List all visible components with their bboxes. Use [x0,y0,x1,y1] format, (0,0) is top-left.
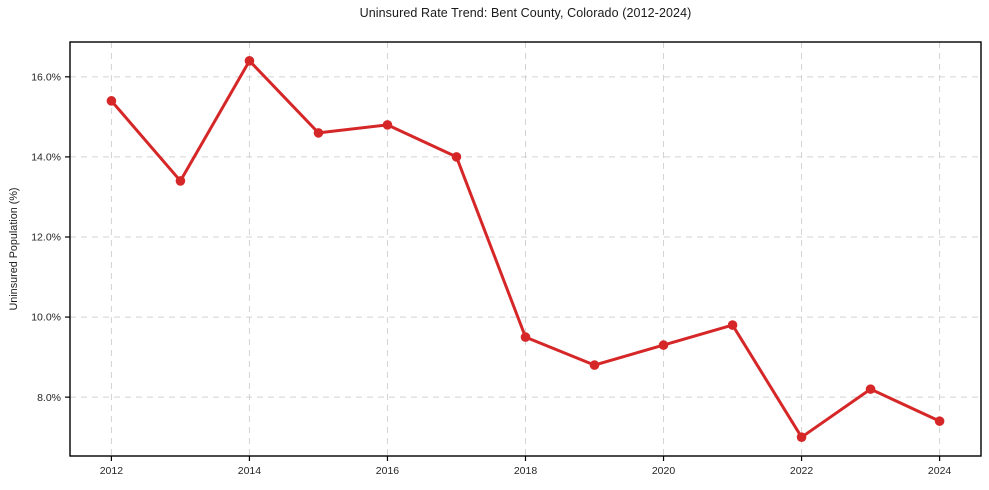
chart-title: Uninsured Rate Trend: Bent County, Color… [359,6,692,20]
y-tick-label: 14.0% [31,152,61,164]
plot-area [70,42,981,456]
data-point [727,320,738,330]
plot-border [69,41,982,457]
data-point [658,340,669,350]
data-point [865,384,876,394]
x-tick-label: 2022 [790,465,814,477]
x-tick-label: 2012 [100,465,124,477]
x-tick-label: 2020 [652,465,676,477]
data-point [589,360,600,370]
x-tick-label: 2014 [238,465,262,477]
x-tick-label: 2018 [514,465,538,477]
data-point [934,416,945,426]
data-point [382,120,393,130]
x-tick-label: 2024 [928,465,952,477]
x-tick-label: 2016 [376,465,400,477]
data-point [451,152,462,162]
y-tick-label: 12.0% [31,232,61,244]
y-tick-label: 16.0% [31,72,61,84]
data-point [796,432,807,442]
data-point [520,332,531,342]
y-tick-label: 8.0% [37,392,61,404]
data-point [244,56,255,66]
data-point [106,96,117,106]
data-point [313,128,324,138]
data-point [175,176,186,186]
y-tick-label: 10.0% [31,312,61,324]
